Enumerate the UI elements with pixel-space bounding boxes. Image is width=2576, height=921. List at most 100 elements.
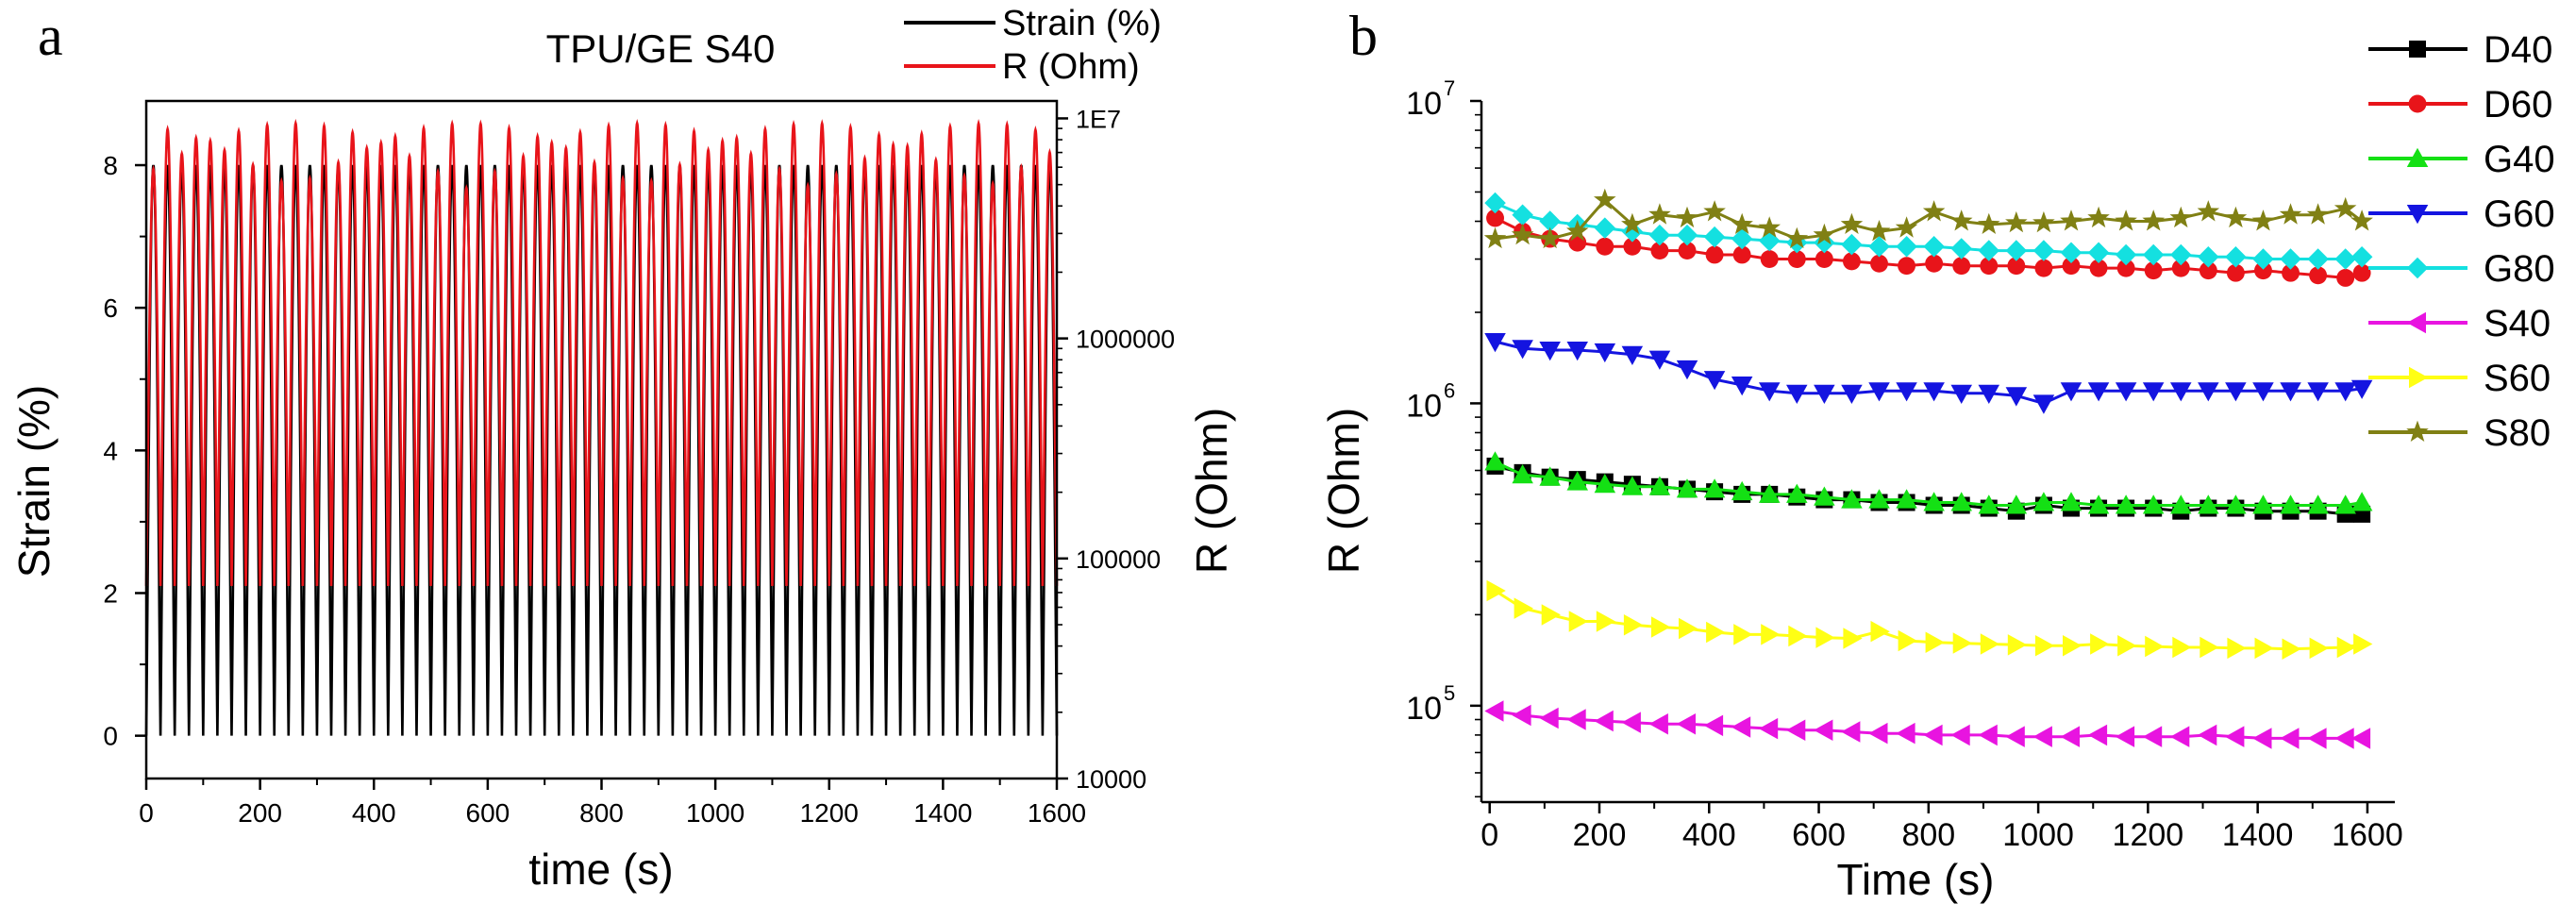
data-point-g60 (1814, 384, 1835, 404)
panel-b-x-tick-label: 800 (1901, 817, 1955, 853)
legend-label-s40: S40 (2484, 303, 2551, 344)
panel-a-y2-axis: 10000 100000 1000000 1E7 (1057, 105, 1175, 794)
data-point-g60 (1621, 345, 1644, 365)
data-point-s40 (2252, 728, 2272, 749)
data-point-g40 (1978, 494, 1999, 514)
panel-a-x-tick-label: 400 (352, 798, 396, 828)
data-point-g60 (1868, 382, 1890, 402)
data-point-d60 (2171, 259, 2190, 277)
legend-label-d40: D40 (2484, 29, 2552, 71)
data-point-d60 (2309, 266, 2328, 285)
data-point-d60 (1650, 242, 1669, 260)
data-point-g60 (2087, 382, 2110, 402)
data-point-s80 (2350, 209, 2373, 231)
data-point-g40 (2307, 494, 2329, 514)
data-point-g40 (1814, 486, 1835, 506)
data-point-g80 (2252, 248, 2274, 270)
data-point-s80 (1566, 220, 1589, 242)
legend-marker-d60 (2408, 94, 2427, 113)
data-point-g40 (2170, 494, 2192, 514)
panel-b-x-label: Time (s) (1837, 855, 1995, 904)
data-point-d60 (2336, 269, 2355, 287)
panel-b-y-tick-label: 10 (1406, 86, 1442, 122)
data-point-s80 (1978, 212, 2000, 234)
legend-entry-s60: S60 (2368, 358, 2551, 399)
data-point-g60 (1923, 382, 1945, 402)
data-point-d60 (2352, 263, 2371, 282)
data-point-s40 (1814, 719, 1833, 741)
data-point-s60 (2090, 633, 2110, 655)
data-point-s60 (1541, 604, 1561, 626)
panel-b-x-tick-label: 200 (1573, 817, 1627, 853)
panel-b-x-tick-label: 0 (1480, 817, 1498, 853)
data-point-g40 (2115, 494, 2137, 514)
data-point-g40 (2142, 494, 2165, 514)
data-point-s40 (2198, 724, 2217, 746)
panel-a-y2-label: R (Ohm) (1187, 408, 1236, 574)
data-point-d60 (1596, 237, 1614, 256)
data-point-g40 (1950, 492, 1972, 511)
data-point-s60 (2117, 635, 2137, 657)
data-point-s80 (2224, 206, 2248, 228)
data-point-s60 (1733, 624, 1753, 645)
data-point-s60 (1650, 616, 1671, 638)
data-point-d60 (1760, 250, 1779, 268)
data-point-g80 (2307, 248, 2329, 270)
data-point-g80 (1868, 236, 1890, 258)
data-point-g40 (1512, 464, 1533, 484)
data-point-s60 (2007, 634, 2028, 656)
data-point-g80 (2142, 243, 2165, 266)
series-d60 (1486, 209, 2371, 287)
data-point-g80 (1621, 221, 1644, 243)
data-point-g60 (1759, 382, 1781, 402)
data-point-d60 (1623, 237, 1642, 256)
legend-label-s80: S80 (2484, 412, 2551, 454)
data-point-g60 (2060, 382, 2083, 402)
legend-marker-g80 (2406, 257, 2429, 279)
data-point-s40 (1484, 700, 1504, 722)
data-point-g80 (2225, 246, 2247, 268)
series-s40 (1484, 700, 2371, 749)
data-point-g80 (1896, 236, 1917, 258)
panel-a-x-label: time (s) (528, 845, 673, 894)
panel-b-series (1483, 188, 2373, 749)
data-point-g40 (2252, 494, 2274, 514)
data-point-d60 (1842, 252, 1861, 271)
panel-a-x-tick-label: 1600 (1028, 798, 1086, 828)
data-point-s80 (1511, 223, 1534, 245)
data-point-s80 (1621, 212, 1644, 234)
data-point-s60 (2172, 636, 2192, 659)
panel-b-x-tick-label: 1600 (2332, 817, 2403, 853)
data-point-s80 (2142, 209, 2165, 231)
data-point-g60 (1566, 342, 1588, 361)
data-point-s40 (2307, 728, 2327, 749)
data-point-s40 (1512, 704, 1531, 727)
panel-b-y-tick-exponent: 5 (1444, 681, 1455, 705)
data-point-d60 (2089, 259, 2108, 277)
data-point-s80 (2251, 209, 2275, 231)
legend-label-g60: G60 (2484, 193, 2555, 235)
data-point-d60 (2062, 257, 2081, 276)
data-point-s60 (2309, 637, 2329, 660)
data-point-g60 (1594, 343, 1616, 363)
series-s80 (1483, 188, 2373, 249)
data-point-g40 (2225, 494, 2247, 514)
panel-a-title: TPU/GE S40 (546, 26, 776, 71)
data-point-g80 (2170, 243, 2192, 266)
data-point-g80 (1923, 236, 1945, 258)
data-point-g80 (2280, 248, 2301, 270)
panel-b-y-tick-exponent: 7 (1444, 76, 1455, 100)
panel-b-y-label: R (Ohm) (1319, 408, 1368, 574)
data-point-s80 (1731, 212, 1753, 234)
data-point-g60 (2115, 382, 2137, 402)
panel-b-x-tick-label: 1400 (2222, 817, 2294, 853)
data-point-s60 (1815, 627, 1835, 648)
panel-b-legend: D40 D60 G40 G60 G80 S40 S60 S80 (2368, 29, 2555, 454)
data-point-s40 (1676, 713, 1696, 735)
data-point-g80 (1814, 231, 1835, 254)
legend-marker-d40 (2409, 41, 2426, 58)
panel-a-plot-lines (144, 118, 1059, 736)
panel-a-y2-tick-label: 100000 (1076, 545, 1161, 574)
data-point-g80 (1594, 217, 1616, 239)
data-point-d60 (1815, 250, 1833, 268)
